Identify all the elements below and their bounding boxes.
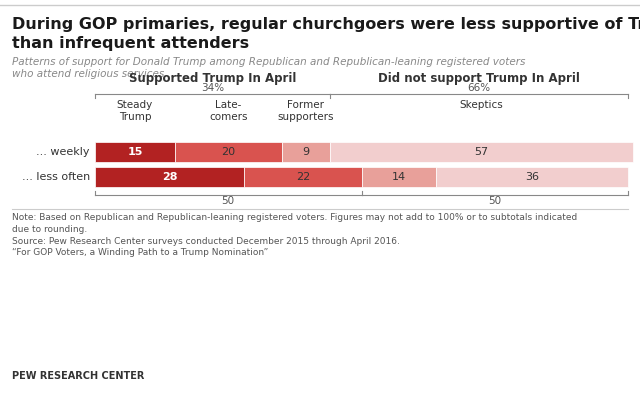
Text: 14: 14 [392, 172, 406, 182]
Bar [175, 142, 282, 162]
Bar [95, 142, 175, 162]
Text: ... less often: ... less often [22, 172, 90, 182]
Text: Note: Based on Republican and Republican-leaning registered voters. Figures may : Note: Based on Republican and Republican… [12, 213, 577, 258]
Text: Former
supporters: Former supporters [277, 100, 334, 122]
Bar [244, 167, 362, 187]
Text: 22: 22 [296, 172, 310, 182]
Text: 50: 50 [488, 196, 501, 206]
Text: Late-
comers: Late- comers [209, 100, 248, 122]
Text: Steady
Trump: Steady Trump [117, 100, 153, 122]
Text: 50: 50 [221, 196, 235, 206]
Text: During GOP primaries, regular churchgoers were less supportive of Trump
than inf: During GOP primaries, regular churchgoer… [12, 17, 640, 51]
Bar [362, 167, 436, 187]
Text: 66%: 66% [467, 83, 490, 93]
Text: 36: 36 [525, 172, 539, 182]
Text: 15: 15 [127, 147, 143, 157]
Text: PEW RESEARCH CENTER: PEW RESEARCH CENTER [12, 371, 145, 381]
Bar [436, 167, 628, 187]
Text: 34%: 34% [201, 83, 224, 93]
Text: 20: 20 [221, 147, 236, 157]
Text: Did not support Trump In April: Did not support Trump In April [378, 72, 580, 85]
Bar [282, 142, 330, 162]
Bar [330, 142, 634, 162]
Text: 28: 28 [162, 172, 177, 182]
Text: Patterns of support for Donald Trump among Republican and Republican-leaning reg: Patterns of support for Donald Trump amo… [12, 57, 525, 79]
Text: ... weekly: ... weekly [36, 147, 90, 157]
Text: 9: 9 [302, 147, 309, 157]
Text: Skeptics: Skeptics [460, 100, 503, 110]
Bar [95, 167, 244, 187]
Text: Supported Trump In April: Supported Trump In April [129, 72, 296, 85]
Text: 57: 57 [474, 147, 488, 157]
